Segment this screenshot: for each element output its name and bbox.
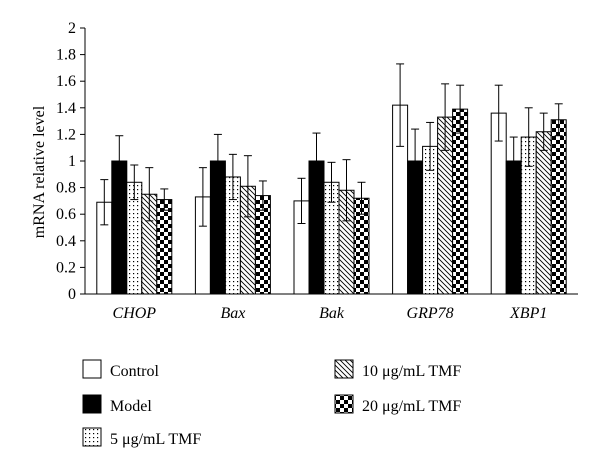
y-tick-label: 2 (68, 20, 76, 37)
legend-swatch-control (82, 359, 102, 379)
x-category-label: Bak (319, 305, 345, 322)
legend-swatch-5ug (82, 427, 102, 447)
x-category-label: XBP1 (509, 305, 547, 322)
category-labels: CHOP Bax Bak GRP78 XBP1 (113, 305, 548, 322)
x-category-label: CHOP (113, 305, 157, 322)
y-tick-label: 0.2 (56, 259, 76, 276)
legend-label-20ug: 20 μg/mL TMF (362, 398, 461, 415)
x-category-label: GRP78 (407, 305, 454, 322)
bar-CHOP-4 (156, 199, 173, 295)
legend-label-10ug: 10 μg/mL TMF (362, 363, 461, 380)
legend-label-control: Control (110, 363, 159, 380)
y-tick-label: 1 (68, 153, 76, 170)
x-category-label: Bax (220, 305, 245, 322)
y-tick-label: 1.4 (56, 100, 76, 117)
legend: Control Model 5 μg/mL TMF 10 μg/mL TMF 2… (82, 359, 461, 448)
legend-label-model: Model (110, 398, 152, 415)
bar-GRP78-4 (452, 108, 469, 295)
y-tick-label: 1.2 (56, 126, 76, 143)
y-tick-label: 0.8 (56, 180, 76, 197)
y-axis-label: mRNA relative level (31, 105, 48, 238)
legend-swatch-model (82, 394, 102, 414)
y-tick-label: 0.4 (56, 233, 76, 250)
y-tick-label: 1.8 (56, 47, 76, 64)
y-tick-label: 0.6 (56, 206, 76, 223)
legend-swatch-10ug (334, 359, 354, 379)
y-ticks: 0 0.2 0.4 0.6 0.8 1 1.2 1.4 1.6 1.8 2 (56, 20, 85, 303)
y-tick-label: 0 (68, 286, 76, 303)
bar-XBP1-3 (535, 131, 552, 295)
bar-XBP1-4 (550, 119, 567, 295)
legend-label-5ug: 5 μg/mL TMF (110, 431, 201, 448)
y-tick-label: 1.6 (56, 73, 76, 90)
legend-swatch-20ug (334, 394, 354, 414)
error-bars (100, 63, 563, 227)
